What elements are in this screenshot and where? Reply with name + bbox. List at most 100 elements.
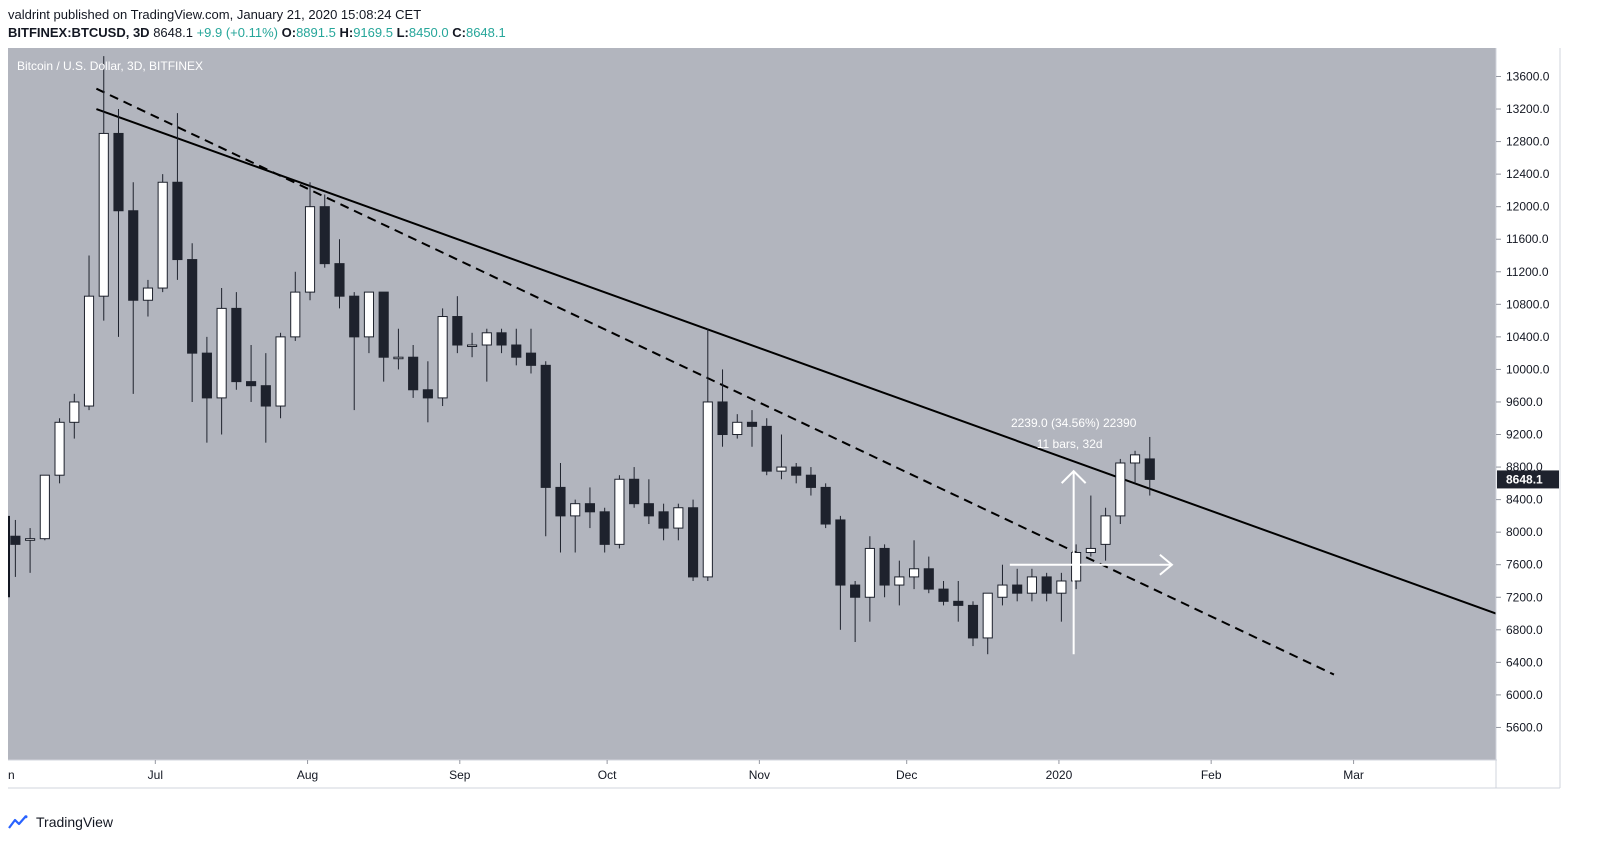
bear-candle-body [879, 547, 890, 586]
candle [953, 580, 964, 622]
bear-candle-body [496, 332, 507, 346]
bull-candle-body [1115, 462, 1126, 517]
plot-area[interactable] [8, 48, 1496, 760]
candle [54, 418, 65, 484]
candle [525, 328, 537, 374]
bull-candle-body [702, 401, 713, 578]
candle [157, 174, 168, 293]
price-axis[interactable]: 5600.0 6000.0 6400.0 6800.0 7200.0 7600.0 8000… [8, 69, 1559, 734]
bear-candle-body [452, 316, 463, 346]
bull-candle-body [437, 316, 448, 399]
bull-candle-body [25, 538, 36, 541]
bull-candle-body [393, 356, 404, 360]
candle [732, 414, 743, 439]
candles-layer [10, 56, 1155, 655]
publish-info: valdrint published on TradingView.com, J… [8, 6, 506, 24]
candle [570, 499, 581, 553]
close-label: C: [452, 25, 466, 40]
solid-trendline [96, 108, 1497, 615]
y-tick-label: 9600.0 [1506, 395, 1543, 409]
y-tick-label: 11600.0 [1506, 232, 1549, 246]
bear-candle-body [629, 478, 640, 505]
y-tick-label: 6800.0 [1506, 623, 1543, 637]
bear-candle-body [820, 486, 831, 525]
bear-candle-body [805, 474, 816, 488]
y-tick-label: 8000.0 [1506, 525, 1543, 539]
bull-candle-body [864, 547, 875, 598]
candle [334, 239, 345, 309]
candle [908, 540, 920, 590]
candle [128, 182, 139, 394]
candle [540, 361, 551, 537]
candle [761, 418, 772, 476]
y-tick-label: 8400.0 [1506, 493, 1543, 507]
candle [142, 279, 154, 317]
bear-candle-body [746, 421, 758, 427]
bear-candle-body [113, 132, 124, 212]
candle [452, 296, 463, 354]
candle [894, 560, 905, 606]
open-label: O: [281, 25, 297, 40]
candle [629, 467, 640, 508]
candle [172, 113, 183, 280]
bear-candle-body [923, 568, 934, 590]
candle [69, 393, 80, 439]
candle [467, 332, 478, 358]
candle [1026, 568, 1037, 602]
bear-candle-body [1012, 584, 1023, 594]
candle [1041, 572, 1052, 602]
candle [776, 434, 787, 480]
time-axis[interactable]: Jul Aug Sep Oct Nov Dec 2020 Feb Mar n [8, 760, 1364, 782]
chart-title: Bitcoin / U.S. Dollar, 3D, BITFINEX [17, 59, 203, 73]
measure-label-price: 2239.0 (34.56%) 22390 [1011, 416, 1137, 430]
candle [658, 503, 669, 541]
last-price-label: 8648.1 [1506, 472, 1543, 486]
candle [437, 308, 448, 407]
candle [187, 243, 198, 402]
symbol-name: BITFINEX:BTCUSD, 3D [8, 25, 150, 40]
y-tick-label: 5600.0 [1506, 720, 1543, 734]
bear-candle-body [584, 503, 596, 513]
bear-candle-body [408, 356, 419, 391]
x-tick-label: 2020 [1046, 768, 1073, 782]
bear-candle-body [260, 385, 271, 407]
x-tick-label: Aug [297, 768, 318, 782]
candle [1129, 450, 1141, 484]
bull-candle-body [894, 576, 905, 586]
candle [216, 288, 227, 435]
bull-candle-body [1100, 515, 1111, 545]
y-tick-label: 10400.0 [1506, 330, 1550, 344]
bull-candle-body [776, 466, 787, 472]
bear-candle-body [967, 604, 979, 639]
bull-candle-body [997, 584, 1008, 598]
last-price-tag [1497, 470, 1559, 489]
candle [349, 292, 360, 411]
candle [10, 519, 21, 577]
candle [319, 194, 330, 268]
bull-candle-body [1056, 580, 1067, 594]
bear-candle-body [791, 466, 802, 476]
open-value: 8891.5 [296, 25, 336, 40]
candle [39, 474, 50, 541]
bull-candle-body [363, 291, 375, 338]
bear-candle-body [334, 263, 345, 297]
bull-candle-body [216, 307, 227, 399]
candle [938, 580, 949, 606]
bull-candle-body [1129, 454, 1141, 464]
bear-candle-body [835, 519, 846, 586]
bull-candle-body [673, 507, 684, 529]
candle [260, 353, 271, 443]
bear-candle-body [187, 259, 198, 354]
bear-candle-body [10, 535, 21, 545]
high-value: 9169.5 [353, 25, 393, 40]
candle [231, 292, 242, 390]
bear-candle-body [540, 364, 551, 488]
measure-tool: 2239.0 (34.56%) 22390 11 bars, 32d [1009, 416, 1174, 655]
y-tick-label: 11200.0 [1506, 265, 1549, 279]
footer-branding: TradingView [8, 814, 113, 830]
candle [1056, 572, 1067, 622]
chart-header: valdrint published on TradingView.com, J… [8, 6, 506, 42]
candle [275, 332, 286, 419]
bull-candle-body [570, 503, 581, 517]
